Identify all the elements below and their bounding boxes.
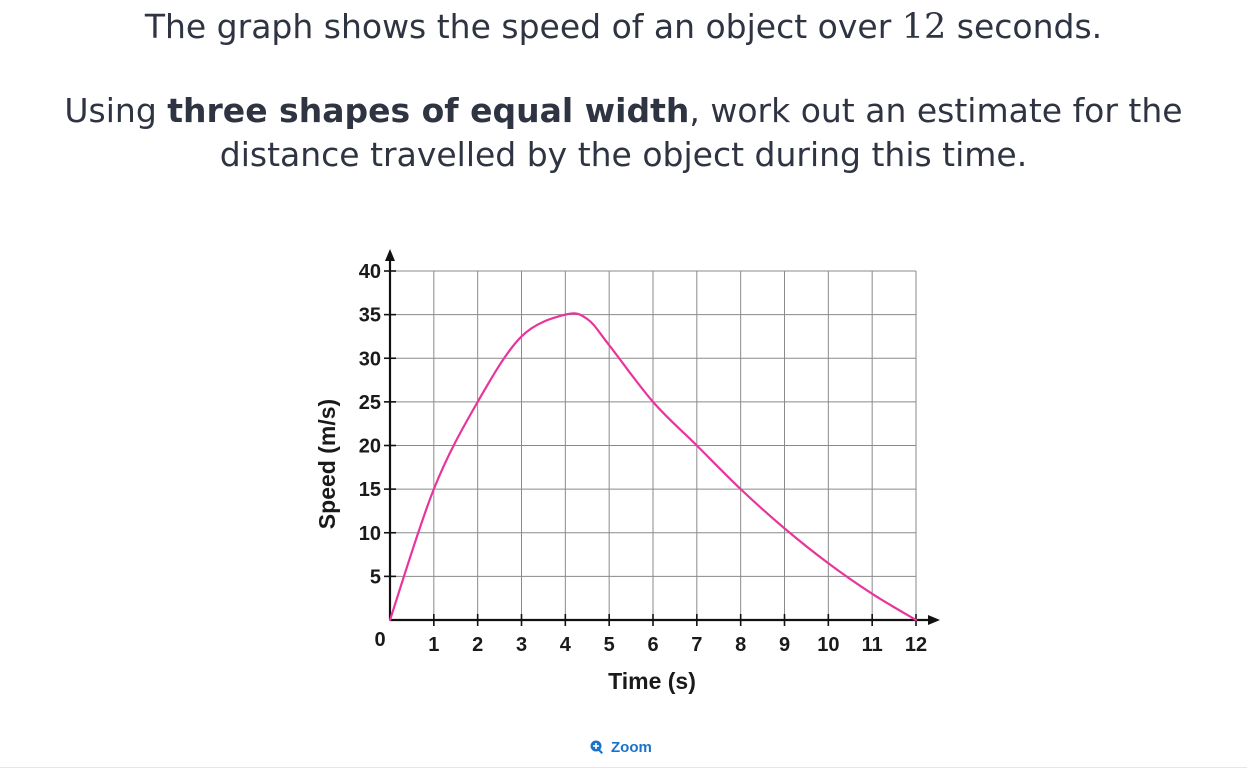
y-tick-label: 30 bbox=[359, 348, 381, 370]
question-emphasis: three shapes of equal width bbox=[167, 91, 690, 130]
question-line-2-start: Using bbox=[64, 91, 168, 130]
y-axis-arrow bbox=[385, 249, 395, 261]
question-line-1: The graph shows the speed of an object o… bbox=[0, 6, 1247, 48]
footer-divider bbox=[0, 767, 1247, 768]
question-line-1-start: The graph shows the speed of an object o… bbox=[144, 7, 902, 46]
y-tick-label: 10 bbox=[359, 523, 381, 545]
x-tick-label: 8 bbox=[735, 634, 746, 656]
x-tick-label: 7 bbox=[691, 634, 702, 656]
x-tick-label: 2 bbox=[472, 634, 483, 656]
y-tick-label: 5 bbox=[370, 566, 381, 588]
y-tick-label: 35 bbox=[359, 305, 381, 327]
chart-ticks bbox=[384, 270, 917, 626]
y-tick-label: 15 bbox=[359, 479, 381, 501]
y-tick-label: 25 bbox=[359, 392, 381, 414]
y-tick-label: 20 bbox=[359, 436, 381, 458]
question-line-1-end: seconds. bbox=[946, 7, 1103, 46]
x-tick-label: 3 bbox=[516, 634, 527, 656]
x-axis-label: Time (s) bbox=[608, 668, 696, 694]
x-tick-label: 1 bbox=[428, 634, 439, 656]
x-tick-label: 6 bbox=[647, 634, 658, 656]
speed-curve bbox=[388, 312, 918, 622]
x-axis-arrow bbox=[928, 615, 940, 625]
zoom-label: Zoom bbox=[611, 738, 652, 756]
chart-axes bbox=[385, 249, 940, 625]
chart-grid bbox=[390, 270, 917, 620]
x-tick-label: 10 bbox=[817, 634, 839, 656]
question-line-2: Using three shapes of equal width, work … bbox=[60, 89, 1187, 177]
question-line-2-end: , work out an estimate for the distance … bbox=[219, 91, 1183, 174]
y-tick-label: 40 bbox=[359, 261, 381, 283]
zoom-button[interactable]: Zoom bbox=[589, 736, 652, 758]
origin-label: 0 bbox=[374, 629, 385, 651]
y-axis-label: Speed (m/s) bbox=[314, 399, 340, 529]
question-seconds-number: 12 bbox=[901, 7, 947, 47]
x-tick-label: 5 bbox=[604, 634, 615, 656]
x-tick-label: 11 bbox=[862, 634, 883, 656]
zoom-in-icon bbox=[590, 740, 603, 754]
x-tick-label: 4 bbox=[560, 634, 572, 656]
x-tick-label: 12 bbox=[905, 634, 927, 656]
x-tick-label: 9 bbox=[779, 634, 790, 656]
